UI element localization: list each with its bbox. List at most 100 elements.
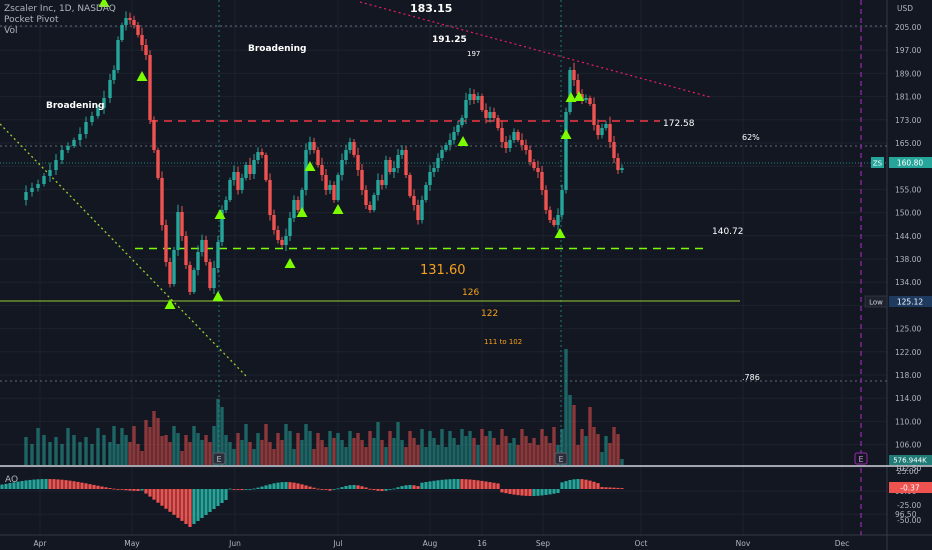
volume-bar — [156, 418, 160, 465]
ao-bar — [260, 486, 264, 489]
candle-body — [120, 25, 124, 40]
ao-bar — [528, 489, 532, 496]
volume-bar — [112, 426, 116, 465]
last-price-symbol: ZS — [873, 160, 883, 168]
annotation-label: 111 to 102 — [484, 338, 522, 346]
legend-indicator[interactable]: Pocket Pivot — [4, 15, 59, 25]
candle-body — [308, 142, 312, 150]
ao-bar — [276, 482, 280, 489]
ao-bar — [564, 481, 568, 489]
volume-bar — [30, 444, 34, 465]
candle-body — [128, 18, 132, 20]
candle-body — [108, 80, 112, 98]
candle-body — [360, 170, 364, 190]
candle-body — [132, 20, 136, 25]
volume-bar — [140, 451, 144, 465]
ao-bar — [596, 483, 600, 489]
volume-bar — [440, 429, 444, 465]
legend-volume[interactable]: Vol — [4, 26, 18, 36]
ao-legend[interactable]: AO — [5, 475, 19, 485]
volume-bar — [456, 445, 460, 465]
ao-bar — [340, 487, 344, 489]
candle-body — [596, 125, 600, 135]
volume-bar — [452, 438, 456, 465]
volume-bar — [448, 431, 452, 465]
ao-bar — [72, 481, 76, 489]
ao-bar — [376, 489, 380, 491]
volume-bar — [436, 445, 440, 465]
candle-body — [408, 175, 412, 196]
ao-bar — [484, 481, 488, 489]
volume-bar — [84, 437, 88, 465]
volume-bar — [72, 435, 76, 465]
volume-bar — [328, 431, 332, 465]
candle-body — [240, 178, 244, 190]
volume-bar — [408, 431, 412, 465]
candle-body — [376, 180, 380, 195]
ao-bar — [212, 489, 216, 509]
legend-symbol[interactable]: Zscaler Inc, 1D, NASDAQ — [4, 4, 116, 14]
volume-bar — [420, 429, 424, 465]
volume-bar — [66, 428, 70, 465]
ao-bar — [116, 489, 120, 490]
time-tick-label: Nov — [736, 539, 751, 548]
ao-bar — [480, 480, 484, 489]
annotation-label: 62% — [742, 133, 760, 142]
ao-tick-label: -50.00 — [897, 516, 921, 525]
ao-bar — [444, 479, 448, 489]
time-tick-label: Apr — [34, 539, 48, 548]
candle-body — [116, 40, 120, 70]
annotation-label: .786 — [742, 373, 760, 382]
ao-bar — [308, 486, 312, 489]
ao-bar — [368, 488, 372, 490]
ao-bar — [316, 488, 320, 490]
earnings-marker[interactable]: E — [212, 452, 226, 465]
candle-body — [428, 172, 432, 185]
ao-bar — [436, 480, 440, 489]
volume-bar — [304, 424, 308, 465]
earnings-marker[interactable]: E — [854, 452, 868, 465]
volume-bar — [312, 449, 316, 465]
ao-bar — [408, 485, 412, 489]
low-label-bg — [864, 295, 888, 308]
volume-bar — [588, 407, 592, 465]
volume-bar — [384, 447, 388, 465]
price-tick-label: 197.00 — [895, 46, 921, 55]
candle-body — [264, 155, 268, 180]
price-tick-label: 106.00 — [895, 441, 921, 450]
volume-bar — [78, 442, 82, 465]
volume-bar — [516, 445, 520, 465]
pocket-pivot-triangle — [98, 0, 110, 7]
ao-bar — [588, 480, 592, 489]
time-tick-label: May — [124, 539, 140, 548]
ao-histogram — [0, 479, 624, 527]
price-axis: USD 205.00 197.00 189.00 181.00 173.00 165.00 1… — [895, 4, 921, 519]
ao-bar — [384, 489, 388, 491]
volume-bar — [544, 436, 548, 465]
price-tick-label: 150.00 — [895, 209, 921, 218]
volume-bar — [496, 445, 500, 465]
volume-bar — [252, 449, 256, 465]
ao-bar — [200, 489, 204, 518]
ao-bar — [560, 482, 564, 489]
ao-bar — [520, 489, 524, 496]
price-tick-label: 181.00 — [895, 93, 921, 102]
ao-bar — [524, 489, 528, 496]
earnings-badge — [854, 452, 868, 465]
volume-bar — [232, 449, 236, 465]
earnings-label: E — [558, 455, 563, 464]
time-tick-label: Oct — [635, 539, 648, 548]
candle-body — [484, 110, 488, 118]
candle-body — [212, 268, 216, 288]
earnings-marker[interactable]: E — [554, 452, 568, 465]
candle-body — [148, 55, 152, 120]
ao-bar — [472, 479, 476, 489]
annotation-label: 191.25 — [432, 35, 467, 45]
candle-body — [136, 25, 140, 35]
volume-bar — [608, 443, 612, 465]
ao-bar — [360, 486, 364, 489]
ao-bar — [48, 479, 52, 489]
volume-bar — [216, 399, 220, 465]
candle-body — [216, 242, 220, 268]
